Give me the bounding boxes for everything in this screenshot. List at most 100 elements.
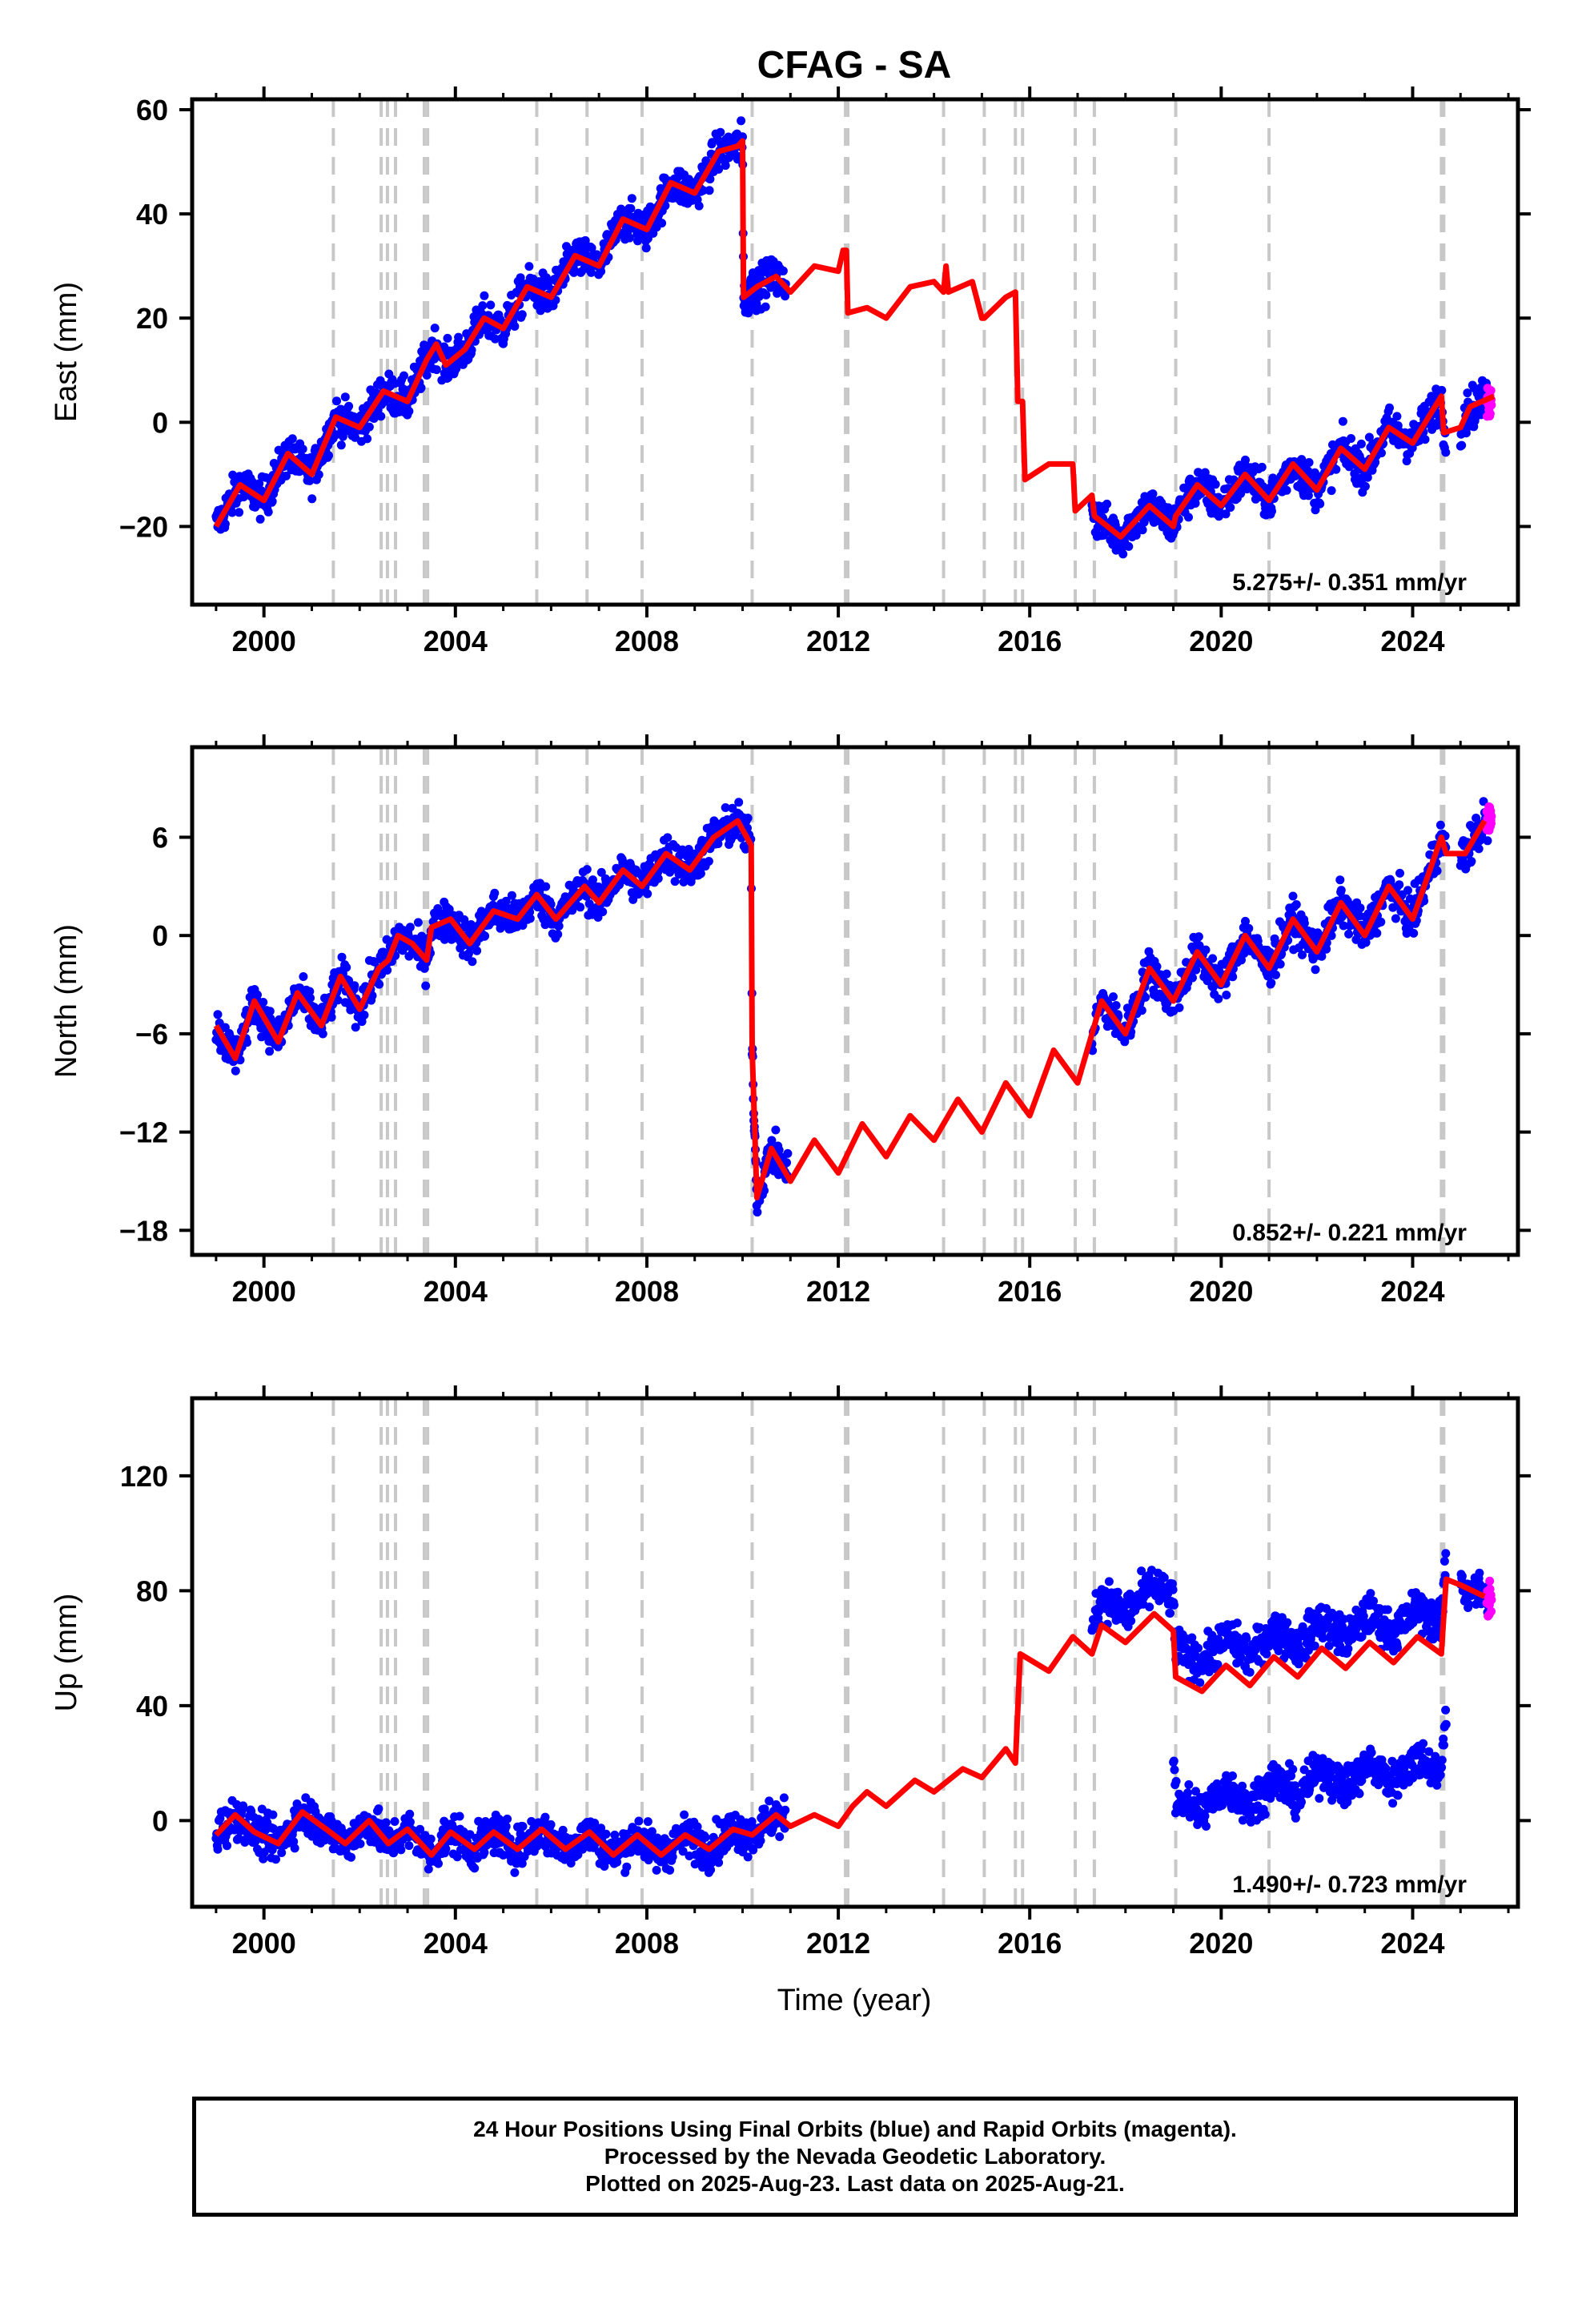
x-tick-label: 2020 [1189, 1275, 1253, 1308]
final-orbit-point [314, 470, 323, 480]
final-orbit-point [760, 1804, 769, 1814]
final-orbit-point [1395, 868, 1404, 878]
final-orbit-point [369, 414, 379, 423]
final-orbit-point [553, 930, 563, 939]
y-tick-label: 40 [136, 198, 168, 231]
final-orbit-point [1109, 992, 1118, 1002]
final-orbit-point [627, 194, 636, 203]
final-orbit-point [761, 302, 770, 312]
final-orbit-point [693, 1822, 702, 1831]
final-orbit-point [721, 803, 730, 812]
panel-plot-area [211, 99, 1496, 605]
final-orbit-point [1315, 499, 1325, 509]
final-orbit-point [478, 301, 488, 311]
final-orbit-point [1267, 506, 1276, 516]
x-tick-label: 2016 [998, 1275, 1062, 1308]
y-axis-label: North (mm) [50, 924, 83, 1078]
final-orbit-point [576, 903, 585, 912]
final-orbit-point [1208, 954, 1218, 963]
final-orbit-point [1191, 965, 1201, 975]
final-orbit-point [1271, 970, 1280, 979]
final-orbit-point [344, 401, 354, 411]
final-orbit-point [416, 1824, 425, 1834]
final-orbit-point [1304, 458, 1314, 467]
final-orbit-point [405, 1817, 415, 1827]
final-orbit-point [541, 882, 551, 891]
final-orbit-point [1241, 455, 1250, 464]
final-orbit-point [1386, 876, 1395, 886]
final-orbit-point [1267, 978, 1276, 987]
final-orbit-point [1211, 480, 1220, 489]
final-orbit-point [781, 292, 790, 301]
final-orbit-point [678, 1847, 688, 1856]
final-orbit-point [510, 322, 520, 331]
panel-plot-area [211, 1398, 1496, 1907]
final-orbit-point [677, 845, 687, 854]
final-orbit-point [452, 1852, 462, 1862]
final-orbit-point [750, 300, 760, 309]
final-orbit-point [1356, 439, 1366, 448]
final-orbit-point [1138, 525, 1147, 535]
final-orbit-point [701, 1832, 710, 1842]
final-orbit-point [1437, 385, 1447, 395]
final-orbit-point [781, 1805, 790, 1815]
final-orbit-point [647, 1827, 656, 1836]
final-orbit-point [779, 1793, 789, 1803]
final-orbit-point [1195, 1678, 1205, 1687]
final-orbit-point [311, 444, 320, 453]
final-orbit-point [464, 949, 473, 959]
x-tick-label: 2024 [1380, 625, 1444, 657]
final-orbit-point [596, 267, 606, 276]
final-orbit-point [624, 233, 634, 243]
x-tick-label: 2000 [232, 625, 296, 657]
rapid-orbit-point [1487, 400, 1496, 410]
final-orbit-point [1222, 991, 1231, 999]
final-orbit-point [307, 494, 317, 504]
final-orbit-point [390, 1817, 400, 1826]
final-orbit-point [1360, 481, 1370, 491]
final-orbit-point [541, 273, 551, 283]
final-orbit-point [668, 1852, 677, 1862]
final-orbit-point [215, 1814, 225, 1823]
final-orbit-point [290, 1844, 299, 1853]
final-orbit-point [1214, 994, 1223, 1003]
model-line [213, 818, 1488, 1200]
x-tick-label: 2012 [806, 1275, 870, 1308]
rapid-orbit-point [1487, 811, 1496, 821]
final-orbit-point [220, 519, 230, 529]
final-orbit-point [421, 981, 431, 991]
final-orbit-point [259, 1854, 268, 1864]
final-orbit-point [1152, 962, 1162, 971]
final-orbit-point [452, 364, 461, 373]
final-orbit-point [424, 1864, 433, 1874]
final-orbit-point [1159, 1573, 1169, 1582]
final-orbit-point [1364, 432, 1374, 442]
final-orbit-point [1335, 875, 1345, 885]
final-orbit-point [265, 1007, 275, 1016]
x-tick-label: 2000 [232, 1275, 296, 1308]
x-tick-label: 2016 [998, 625, 1062, 657]
final-orbit-point [1385, 403, 1394, 412]
final-orbit-point [243, 1038, 252, 1047]
final-orbit-point [1237, 955, 1246, 965]
final-orbit-point [355, 1839, 365, 1848]
chart-title: CFAG - SA [757, 44, 952, 86]
rate-label: 0.852+/- 0.221 mm/yr [1232, 1220, 1467, 1246]
final-orbit-point [653, 874, 663, 883]
final-orbit-point [706, 1865, 716, 1875]
final-orbit-point [558, 1825, 568, 1835]
final-orbit-point [628, 895, 638, 904]
final-orbit-point [582, 865, 592, 875]
final-orbit-point [1137, 1006, 1146, 1015]
final-orbit-point [472, 946, 482, 955]
final-orbit-point [480, 931, 490, 941]
final-orbit-point [1377, 448, 1386, 458]
final-orbit-point [351, 432, 359, 442]
final-orbit-point [540, 1812, 550, 1822]
final-orbit-point [1242, 1634, 1251, 1643]
final-orbit-point [743, 814, 753, 822]
final-orbit-point [389, 1848, 399, 1858]
final-orbit-point [1262, 1649, 1271, 1659]
final-orbit-point [269, 1824, 279, 1833]
